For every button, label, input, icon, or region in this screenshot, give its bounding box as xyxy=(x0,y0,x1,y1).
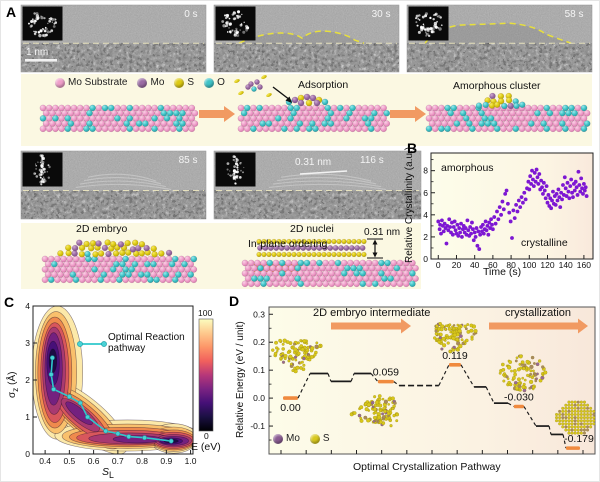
label-spacing-031nm: 0.31 nm xyxy=(364,227,401,238)
svg-text:0.2: 0.2 xyxy=(253,337,265,347)
svg-text:0.119: 0.119 xyxy=(442,350,468,362)
svg-text:-0.030: -0.030 xyxy=(504,391,534,403)
svg-text:0.6: 0.6 xyxy=(88,456,100,466)
c-y-axis-label: σz (Å) xyxy=(7,371,20,398)
svg-text:3: 3 xyxy=(25,338,30,348)
atom-chip-icon xyxy=(137,77,148,88)
legend-item: Mo Substrate xyxy=(55,77,127,88)
svg-text:4: 4 xyxy=(25,301,30,311)
fft-inset-icon xyxy=(408,6,449,41)
svg-text:0: 0 xyxy=(423,254,428,264)
b-x-axis-label: Time (s) xyxy=(483,266,522,278)
legend-item: S xyxy=(174,77,194,88)
svg-text:0.3: 0.3 xyxy=(253,309,265,319)
c-x-axis-label: SL xyxy=(102,466,114,481)
svg-text:4: 4 xyxy=(423,210,428,220)
tem-scalebar-label: 1 nm xyxy=(26,47,49,58)
d-stage-crystallization: crystallization xyxy=(505,307,572,319)
label-2d-nuclei: 2D nuclei xyxy=(290,223,334,235)
d-y-axis-label: Relative Energy (eV / unit) xyxy=(235,321,246,438)
cluster-illustration xyxy=(555,400,596,435)
tem-frame xyxy=(213,150,422,220)
svg-text:80: 80 xyxy=(506,260,516,270)
colorbar xyxy=(198,318,214,432)
svg-text:2: 2 xyxy=(25,375,30,385)
fft-inset-icon xyxy=(215,152,256,187)
tem-time-label: 85 s xyxy=(178,155,198,166)
atom-chip-icon xyxy=(204,77,215,88)
svg-text:40: 40 xyxy=(470,260,480,270)
svg-text:8: 8 xyxy=(423,166,428,176)
svg-text:100: 100 xyxy=(522,260,536,270)
tem-frame xyxy=(213,4,400,73)
legend-item: O xyxy=(204,77,225,88)
c-legend-label: Optimal Reaction pathway xyxy=(108,332,185,355)
svg-text:0.059: 0.059 xyxy=(373,367,399,379)
tem-frame xyxy=(406,4,593,73)
svg-text:0.9: 0.9 xyxy=(160,456,172,466)
svg-text:-0.1: -0.1 xyxy=(250,421,265,431)
colorbar-max: 100 xyxy=(198,308,213,318)
fft-inset-icon xyxy=(22,6,63,41)
d-stage-embryo: 2D embryo intermediate xyxy=(313,307,431,319)
svg-text:6: 6 xyxy=(423,188,428,198)
atom-chip-icon xyxy=(55,77,65,88)
panel-label-b: B xyxy=(407,140,418,156)
label-2d-embryo: 2D embryo xyxy=(76,223,128,235)
fft-inset-icon xyxy=(215,6,256,41)
panel-label-d: D xyxy=(229,293,240,309)
svg-text:0.4: 0.4 xyxy=(39,456,51,466)
cluster-illustration xyxy=(498,354,548,393)
label-amorphous-cluster: Amorphous cluster xyxy=(453,80,541,92)
cluster-illustration xyxy=(433,322,478,354)
panel-label-a: A xyxy=(6,4,17,20)
svg-text:140: 140 xyxy=(559,260,573,270)
annotation-crystalline: crystalline xyxy=(521,237,568,249)
legend-item: S xyxy=(309,433,330,444)
atom-chip-icon xyxy=(273,433,283,444)
svg-text:0.0: 0.0 xyxy=(253,393,265,403)
svg-text:0.7: 0.7 xyxy=(112,456,124,466)
svg-text:0.5: 0.5 xyxy=(63,456,75,466)
svg-text:0: 0 xyxy=(436,260,441,270)
svg-text:1: 1 xyxy=(25,412,30,422)
tem-time-label: 0 s xyxy=(184,9,198,20)
tem-time-label: 58 s xyxy=(564,9,584,20)
cluster-illustration xyxy=(349,394,399,428)
label-adsorption: Adsorption xyxy=(298,79,349,91)
svg-text:120: 120 xyxy=(540,260,554,270)
d-atom-legend: Mo S xyxy=(273,433,330,444)
svg-text:0.8: 0.8 xyxy=(136,456,148,466)
panel-label-c: C xyxy=(4,294,15,310)
tem-time-label: 116 s xyxy=(360,155,384,166)
label-inplane-ordering: In-plane ordering xyxy=(248,238,328,250)
svg-text:60: 60 xyxy=(488,260,498,270)
tem-lattice-spacing-label: 0.31 nm xyxy=(295,157,332,168)
fft-inset-icon xyxy=(22,152,63,187)
svg-text:-0.179: -0.179 xyxy=(564,433,594,445)
legend-item: Mo xyxy=(137,77,164,88)
svg-text:20: 20 xyxy=(452,260,462,270)
legend-item: Mo xyxy=(273,433,300,444)
svg-text:0: 0 xyxy=(25,449,30,459)
b-y-axis-label: Relative Crystallinity (a.u.) xyxy=(404,146,415,263)
annotation-amorphous: amorphous xyxy=(441,162,494,174)
atom-chip-icon xyxy=(174,77,185,88)
d-x-axis-label: Optimal Crystallization Pathway xyxy=(353,461,501,473)
tem-time-label: 30 s xyxy=(371,9,391,20)
svg-text:160: 160 xyxy=(577,260,591,270)
colorbar-min: 0 xyxy=(204,431,209,441)
atom-chip-icon xyxy=(309,433,320,444)
svg-text:1.0: 1.0 xyxy=(185,456,197,466)
atom-legend: Mo Substrate Mo S O xyxy=(55,77,225,88)
colorbar-label: E (eV) xyxy=(191,441,221,453)
tem-frame xyxy=(20,150,207,220)
svg-text:0.1: 0.1 xyxy=(253,365,265,375)
tem-frame xyxy=(20,4,207,73)
svg-text:0.00: 0.00 xyxy=(280,402,301,414)
cluster-illustration xyxy=(271,338,323,374)
svg-text:2: 2 xyxy=(423,232,428,242)
